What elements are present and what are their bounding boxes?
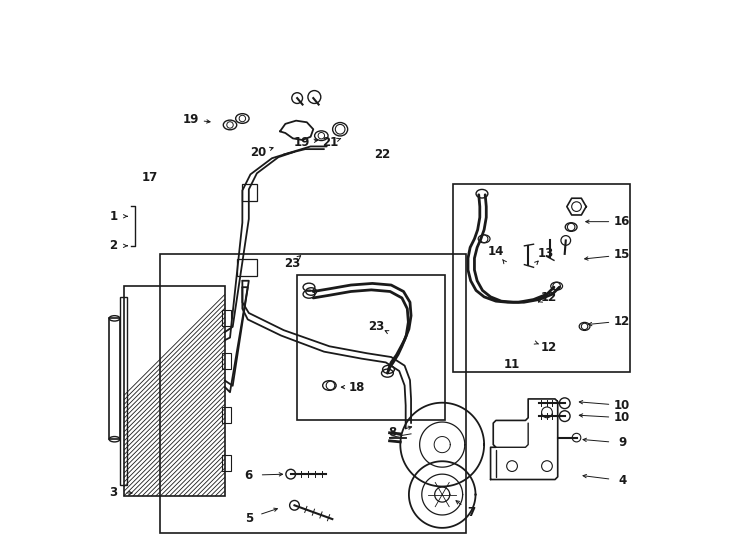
Text: 14: 14 xyxy=(488,245,504,258)
Text: 4: 4 xyxy=(618,474,626,487)
Text: 8: 8 xyxy=(389,426,397,438)
Text: 10: 10 xyxy=(614,399,631,412)
Bar xyxy=(109,319,120,439)
Bar xyxy=(160,254,466,533)
Text: 2: 2 xyxy=(109,239,117,252)
Bar xyxy=(242,184,257,201)
Circle shape xyxy=(286,469,296,479)
Circle shape xyxy=(480,235,488,242)
Text: 17: 17 xyxy=(142,171,158,184)
Circle shape xyxy=(553,282,560,290)
Bar xyxy=(124,286,225,496)
Text: 12: 12 xyxy=(540,341,556,354)
Text: 16: 16 xyxy=(614,215,631,228)
Bar xyxy=(222,310,231,326)
Text: 3: 3 xyxy=(109,487,117,500)
Text: 13: 13 xyxy=(537,247,553,260)
Text: 15: 15 xyxy=(614,248,631,261)
Text: 11: 11 xyxy=(504,357,520,370)
Text: 7: 7 xyxy=(468,507,476,519)
Text: 19: 19 xyxy=(294,136,310,148)
Text: 23: 23 xyxy=(283,257,300,270)
Text: 12: 12 xyxy=(614,314,631,328)
Circle shape xyxy=(559,398,570,409)
Circle shape xyxy=(292,93,302,104)
Text: 22: 22 xyxy=(374,148,390,161)
Bar xyxy=(120,297,127,485)
Text: 21: 21 xyxy=(322,136,338,148)
Text: 5: 5 xyxy=(244,512,253,525)
Text: 20: 20 xyxy=(250,146,266,159)
Circle shape xyxy=(559,411,570,422)
Text: 6: 6 xyxy=(244,469,253,482)
Text: 23: 23 xyxy=(368,320,385,333)
Circle shape xyxy=(290,501,299,510)
Circle shape xyxy=(561,235,570,245)
Bar xyxy=(222,455,231,471)
Circle shape xyxy=(573,433,581,442)
Text: 1: 1 xyxy=(109,210,117,223)
Bar xyxy=(297,275,445,421)
Text: 12: 12 xyxy=(540,292,556,305)
Text: 19: 19 xyxy=(183,113,199,126)
Bar xyxy=(222,353,231,369)
Text: 10: 10 xyxy=(614,411,631,424)
Bar xyxy=(453,184,631,372)
Text: 9: 9 xyxy=(618,436,626,449)
Bar xyxy=(237,259,257,276)
Circle shape xyxy=(326,381,335,390)
Bar xyxy=(222,407,231,423)
Text: 18: 18 xyxy=(349,381,366,394)
